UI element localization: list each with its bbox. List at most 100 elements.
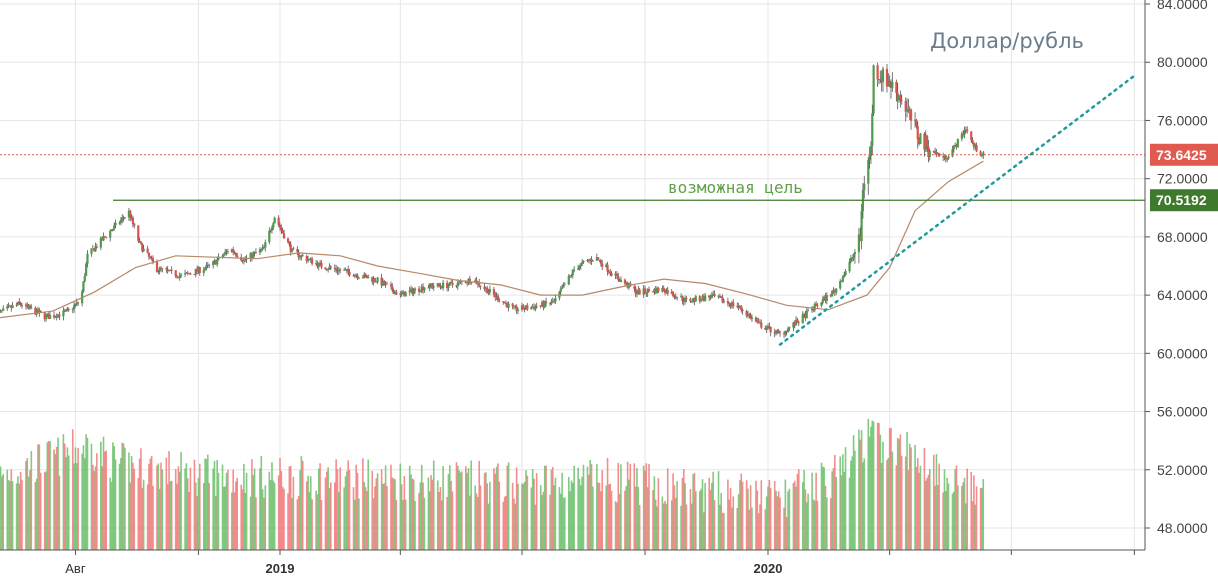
- candle-body: [253, 252, 256, 254]
- volume-bar: [923, 448, 926, 550]
- candle-body: [130, 217, 133, 219]
- y-tick-label: 68.0000: [1157, 229, 1208, 245]
- volume-bar: [158, 488, 161, 550]
- volume-bar: [466, 472, 468, 550]
- volume-bar: [826, 497, 828, 550]
- candle-body: [539, 305, 542, 307]
- candle-body: [869, 146, 873, 156]
- volume-bar: [926, 478, 928, 550]
- volume-bar: [676, 481, 678, 550]
- volume-bar: [711, 483, 713, 550]
- candle-body: [147, 252, 151, 257]
- candle-body: [155, 261, 159, 272]
- volume-bar: [872, 421, 875, 550]
- volume-bar: [712, 471, 714, 550]
- candle-body: [700, 300, 703, 302]
- candle-body: [474, 280, 477, 283]
- volume-bar: [974, 504, 977, 550]
- volume-bar: [160, 462, 162, 550]
- volume-bar: [713, 500, 716, 550]
- volume-bar: [690, 503, 693, 550]
- candle-body: [617, 276, 620, 280]
- candle-body: [336, 270, 339, 272]
- candle-body: [577, 268, 580, 270]
- volume-bar: [317, 468, 320, 550]
- volume-bar: [92, 464, 94, 550]
- volume-bar: [264, 485, 267, 550]
- candle-body: [395, 291, 398, 295]
- volume-bar: [75, 463, 78, 550]
- volume-bar: [598, 482, 601, 550]
- candle-body: [570, 275, 573, 276]
- volume-bar: [900, 455, 903, 550]
- volume-bar: [589, 459, 591, 550]
- candle-body: [262, 247, 266, 248]
- candle-body: [234, 252, 237, 256]
- volume-bar: [26, 458, 29, 550]
- candle-body: [504, 303, 508, 304]
- candle-body: [286, 238, 290, 243]
- candle-body: [86, 253, 89, 264]
- volume-bar: [38, 444, 41, 550]
- volume-bar: [787, 491, 789, 550]
- candle-body: [412, 290, 415, 294]
- volume-bar: [727, 479, 729, 550]
- volume-bar: [644, 470, 646, 550]
- candle-body: [301, 255, 304, 257]
- candle-body: [851, 257, 854, 259]
- volume-bar: [188, 491, 190, 550]
- chart-title[interactable]: Доллар/рубль: [930, 29, 1084, 53]
- volume-bar: [755, 480, 757, 550]
- volume-bar: [813, 500, 816, 550]
- volume-bar: [0, 466, 2, 550]
- volume-bar: [498, 481, 501, 550]
- candle-body: [421, 286, 425, 291]
- volume-bar: [418, 492, 420, 550]
- candle-body: [889, 85, 893, 88]
- candle-body: [292, 248, 295, 250]
- candle-body: [109, 230, 112, 238]
- volume-bar: [823, 467, 825, 550]
- candle-body: [839, 280, 842, 289]
- candle-body: [137, 225, 140, 241]
- candle-body: [183, 273, 187, 275]
- candle-body: [118, 222, 121, 224]
- volume-bar: [970, 471, 973, 550]
- volume-bar: [367, 459, 370, 550]
- candle-body: [661, 287, 664, 292]
- volume-bar: [438, 491, 440, 550]
- volume-bar: [53, 449, 55, 550]
- candle-body: [758, 321, 762, 323]
- candle-body: [64, 310, 68, 312]
- volume-bar: [567, 477, 570, 550]
- volume-bar: [140, 448, 142, 550]
- volume-bar: [356, 472, 359, 550]
- volume-bar: [503, 496, 506, 550]
- candle-body: [8, 305, 12, 307]
- volume-bar: [374, 486, 376, 550]
- volume-bar: [170, 480, 173, 550]
- candle-body: [980, 155, 984, 157]
- candle-body: [2, 308, 5, 311]
- candle-body: [250, 253, 254, 259]
- candle-body: [853, 252, 857, 255]
- volume-bar: [176, 483, 178, 550]
- candle-body: [74, 304, 77, 306]
- candle-body: [67, 308, 70, 310]
- volume-bar: [760, 480, 763, 550]
- candle-body: [871, 113, 874, 147]
- volume-bar: [657, 478, 660, 550]
- volume-bar: [895, 465, 898, 550]
- candle-body: [879, 79, 882, 80]
- candle-body: [423, 287, 426, 291]
- candle-body: [698, 296, 701, 301]
- candle-body: [281, 230, 284, 234]
- volume-bar: [764, 509, 767, 550]
- candle-body: [740, 305, 743, 310]
- candle-body: [815, 303, 818, 306]
- volume-bar: [830, 498, 832, 550]
- candle-body: [467, 278, 470, 283]
- volume-bar: [121, 442, 124, 550]
- candle-body: [913, 119, 917, 121]
- x-tick-label: Авг: [65, 561, 86, 576]
